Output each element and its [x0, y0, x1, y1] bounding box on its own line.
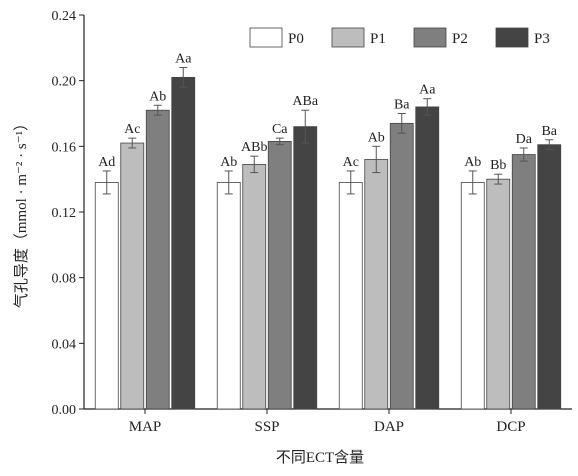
significance-label: Ab — [149, 89, 166, 104]
significance-label: Ad — [98, 155, 115, 170]
significance-label: Ca — [272, 122, 288, 137]
significance-label: Ab — [368, 130, 385, 145]
y-tick-label: 0.20 — [52, 75, 77, 90]
significance-label: Ab — [464, 155, 481, 170]
x-axis-label: 不同ECT含量 — [276, 449, 364, 466]
legend: P0 P1 P2 P3 — [249, 27, 550, 48]
x-tick-label: MAP — [129, 419, 162, 435]
bar — [216, 182, 241, 410]
legend-label: P0 — [288, 31, 304, 47]
legend-label: P2 — [452, 31, 468, 47]
bar — [511, 154, 536, 410]
x-tick-label: DAP — [374, 419, 404, 435]
axes: 0.00 0.04 0.08 0.12 0.16 0.20 0.24 MAP SSP DAP DCP — [52, 9, 572, 435]
bar — [338, 182, 363, 410]
y-tick-label: 0.24 — [52, 9, 77, 24]
bar — [460, 182, 485, 410]
bar — [242, 163, 267, 410]
bar — [537, 144, 562, 410]
significance-label: ABa — [292, 94, 318, 109]
bar — [94, 182, 119, 410]
bar — [145, 109, 170, 410]
legend-swatch — [495, 27, 529, 48]
x-tick-label: DCP — [496, 419, 525, 435]
y-axis-label: 气孔导度（mmol · m⁻² · s⁻¹） — [13, 116, 30, 308]
significance-label: Aa — [175, 52, 192, 67]
legend-label: P1 — [370, 31, 386, 47]
y-tick-label: 0.04 — [52, 337, 77, 352]
legend-swatch — [413, 27, 447, 48]
significance-label: Ab — [220, 155, 237, 170]
significance-label: ABb — [241, 140, 267, 155]
bars: Ad Ac Ab Aa Ab ABb Ca ABa Ac Ab Ba Aa Ab Bb Da Ba — [94, 52, 562, 410]
bar — [293, 126, 318, 410]
significance-label: Bb — [490, 158, 506, 173]
y-tick-label: 0.16 — [52, 140, 77, 155]
significance-label: Ba — [541, 124, 557, 139]
significance-label: Da — [516, 132, 533, 147]
y-tick-label: 0.12 — [52, 206, 77, 221]
bar — [389, 122, 414, 410]
significance-label: Aa — [419, 83, 436, 98]
x-tick-label: SSP — [254, 419, 279, 435]
significance-label: Ac — [343, 155, 359, 170]
bar — [171, 76, 196, 410]
significance-label: Ba — [394, 98, 410, 113]
legend-label: P3 — [534, 31, 550, 47]
bar — [120, 142, 145, 410]
legend-swatch — [331, 27, 365, 48]
legend-swatch — [249, 27, 283, 48]
y-tick-label: 0.08 — [52, 272, 77, 287]
bar — [415, 106, 440, 410]
bar — [364, 159, 389, 410]
y-tick-label: 0.00 — [52, 403, 77, 418]
bar — [486, 178, 511, 410]
significance-label: Ac — [124, 122, 140, 137]
bar — [267, 141, 292, 410]
